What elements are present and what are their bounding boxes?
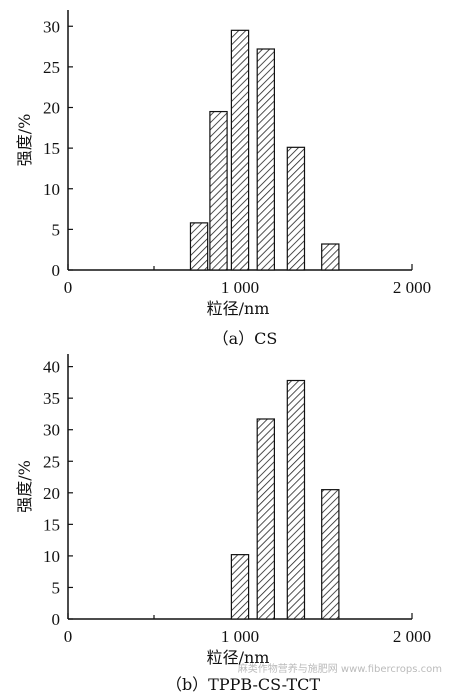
y-tick-label: 10: [43, 180, 60, 199]
bar: [209, 110, 228, 271]
y-tick-label: 25: [43, 452, 60, 471]
y-tick-label: 15: [43, 139, 60, 158]
bar: [230, 554, 250, 620]
bar: [230, 29, 250, 271]
x-tick-label: 2 000: [393, 627, 431, 646]
chart-panel-a: 0 5 10 15 20 25 30 0 1 000 2 000 粒径/nm 强度/%: [15, 10, 431, 318]
x-tick-label: 1 000: [221, 278, 259, 297]
watermark: 麻类作物营养与施肥网 www.fibercrops.com: [238, 662, 442, 675]
x-axis-label-b: 粒径/nm: [207, 648, 270, 667]
y-tick-label: 15: [43, 515, 60, 534]
bar: [189, 222, 209, 271]
y-tick-label: 5: [52, 220, 61, 239]
y-tick-label: 0: [52, 610, 61, 629]
y-tick-label: 0: [52, 261, 61, 280]
x-tick-label: 1 000: [221, 627, 259, 646]
y-tick-label: 30: [43, 17, 60, 36]
y-tick-label: 40: [43, 358, 60, 377]
caption-b: （b）TPPB-CS-TCT: [166, 675, 320, 694]
x-axis-label-a: 粒径/nm: [207, 299, 270, 318]
x-tick-label: 0: [64, 627, 73, 646]
y-tick-label: 20: [43, 99, 60, 118]
y-tick-label: 35: [43, 389, 60, 408]
bar: [256, 418, 276, 620]
x-tick-label: 0: [64, 278, 73, 297]
bar: [286, 146, 306, 271]
y-tick-label: 25: [43, 58, 60, 77]
y-tick-label: 10: [43, 547, 60, 566]
y-tick-label: 20: [43, 484, 60, 503]
bar: [321, 243, 340, 271]
y-tick-label: 5: [52, 578, 61, 597]
y-tick-label: 30: [43, 421, 60, 440]
y-axis-label-b: 强度/%: [15, 460, 34, 513]
chart-panel-b: 0 5 10 15 20 25 30 35 40 0 1 000 2 000 粒径/nm 强度/%: [15, 354, 431, 667]
bar: [321, 489, 340, 620]
x-tick-label: 2 000: [393, 278, 431, 297]
caption-a: （a）CS: [213, 329, 278, 348]
y-axis-label-a: 强度/%: [15, 114, 34, 167]
bar: [256, 48, 276, 271]
bar: [286, 379, 306, 620]
